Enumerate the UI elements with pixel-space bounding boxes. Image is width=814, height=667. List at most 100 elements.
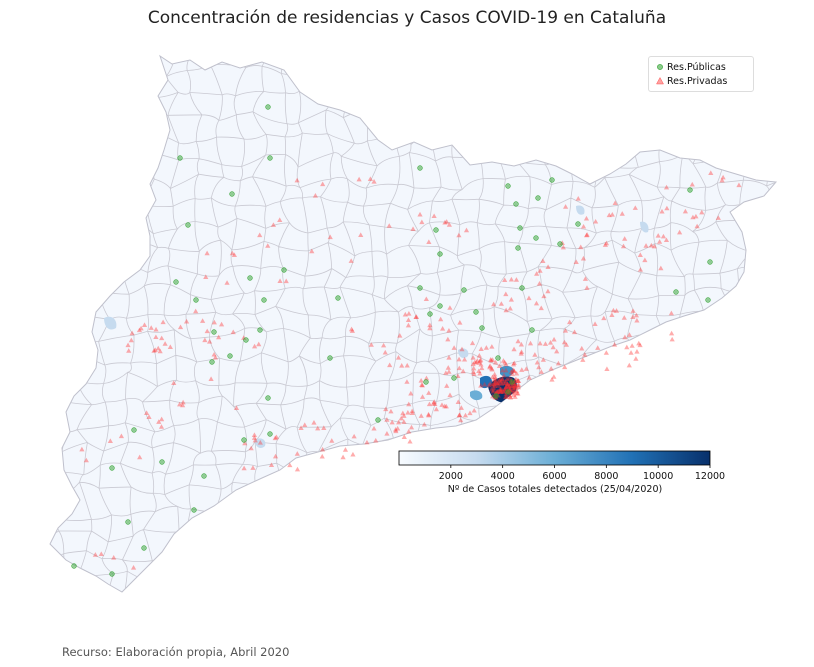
hotspot-area [500, 365, 514, 377]
private-residence-marker [395, 355, 402, 360]
private-residence-marker [457, 320, 463, 325]
private-residence-marker [499, 377, 505, 382]
public-residence-marker [519, 285, 525, 291]
private-residence-marker [504, 381, 510, 386]
private-residence-marker [493, 379, 499, 384]
private-residence-marker [504, 376, 510, 382]
private-residence-marker [138, 325, 144, 331]
private-residence-marker [659, 208, 665, 214]
private-residence-marker [489, 374, 496, 380]
legend-entry-private: Res.Privadas [655, 74, 727, 88]
private-residence-marker [507, 394, 514, 400]
private-residence-marker [417, 211, 423, 217]
public-marker-icon [657, 64, 663, 70]
private-residence-marker [419, 394, 426, 399]
private-residence-marker [367, 176, 373, 181]
private-residence-marker [519, 367, 525, 372]
private-residence-marker [410, 226, 416, 231]
private-residence-marker [555, 360, 562, 366]
private-residence-marker [287, 462, 293, 468]
private-residence-marker [206, 338, 213, 344]
public-residence-marker [515, 245, 521, 251]
hotspot-area [480, 375, 492, 389]
private-residence-marker [503, 393, 509, 399]
private-residence-marker [478, 346, 484, 351]
private-residence-marker [356, 176, 362, 182]
private-residence-marker [488, 357, 494, 363]
public-residence-marker [433, 227, 439, 233]
private-residence-marker [582, 352, 588, 357]
private-residence-marker [442, 403, 448, 409]
hotspot-area [104, 316, 117, 330]
private-residence-marker [470, 355, 476, 360]
public-residence-marker [423, 379, 429, 385]
private-residence-marker [302, 422, 308, 428]
private-residence-marker [128, 337, 134, 343]
private-residence-marker [129, 330, 135, 336]
private-residence-marker [423, 375, 430, 381]
private-residence-marker [413, 314, 419, 320]
private-residence-marker [495, 380, 501, 386]
colorbar: 2000 4000 6000 8000 10000 12000 [398, 450, 725, 482]
private-residence-marker [542, 341, 549, 346]
public-residence-marker [451, 375, 457, 381]
private-residence-marker [540, 357, 546, 362]
private-residence-marker [693, 213, 699, 219]
public-residence-marker [517, 225, 523, 231]
public-residence-marker [141, 545, 147, 551]
private-residence-marker [404, 362, 410, 368]
private-residence-marker [208, 376, 214, 381]
private-residence-marker [413, 314, 420, 319]
public-residence-marker [375, 417, 381, 423]
colorbar-tick-label: 6000 [542, 471, 566, 482]
private-residence-marker [418, 378, 424, 383]
public-residence-marker [557, 241, 563, 247]
private-residence-marker [349, 328, 355, 333]
hotspot-area [470, 390, 483, 401]
private-residence-marker [309, 248, 315, 254]
public-residence-marker [265, 395, 271, 401]
private-residence-marker [251, 432, 258, 438]
private-residence-marker [515, 382, 521, 388]
private-residence-marker [512, 382, 518, 388]
private-residence-marker [456, 412, 462, 418]
private-residence-marker [456, 356, 462, 362]
private-residence-marker [583, 215, 590, 221]
private-residence-marker [350, 451, 356, 457]
private-residence-marker [508, 276, 514, 282]
private-residence-marker [204, 328, 210, 334]
private-residence-marker [272, 453, 279, 459]
private-residence-marker [408, 390, 414, 396]
private-residence-marker [510, 361, 517, 367]
private-residence-marker [514, 370, 520, 376]
private-residence-marker [491, 381, 497, 386]
hotspot-area [576, 205, 585, 215]
public-residence-marker [267, 431, 273, 437]
private-residence-marker [547, 339, 554, 345]
public-residence-marker [461, 287, 467, 293]
public-residence-marker [257, 327, 263, 333]
public-residence-marker [261, 297, 267, 303]
private-residence-marker [242, 440, 248, 446]
private-residence-marker [518, 349, 525, 354]
private-residence-marker [499, 367, 506, 373]
private-residence-marker [513, 383, 519, 388]
private-residence-marker [268, 462, 275, 468]
public-residence-marker [505, 183, 511, 189]
private-residence-marker [445, 365, 451, 370]
private-residence-marker [492, 379, 498, 385]
private-residence-marker [516, 378, 522, 384]
private-residence-marker [497, 386, 503, 392]
private-residence-marker [538, 369, 544, 374]
public-residence-marker [437, 251, 443, 257]
private-residence-marker [397, 332, 403, 338]
private-residence-marker [241, 465, 247, 471]
hotspot-area [508, 399, 518, 409]
private-residence-marker [493, 375, 499, 381]
private-residence-marker [494, 389, 501, 394]
private-residence-marker [153, 326, 159, 332]
private-residence-marker [152, 347, 158, 352]
private-residence-marker [283, 278, 289, 284]
public-residence-marker [229, 191, 235, 197]
colorbar-tick-label: 12000 [695, 471, 725, 482]
